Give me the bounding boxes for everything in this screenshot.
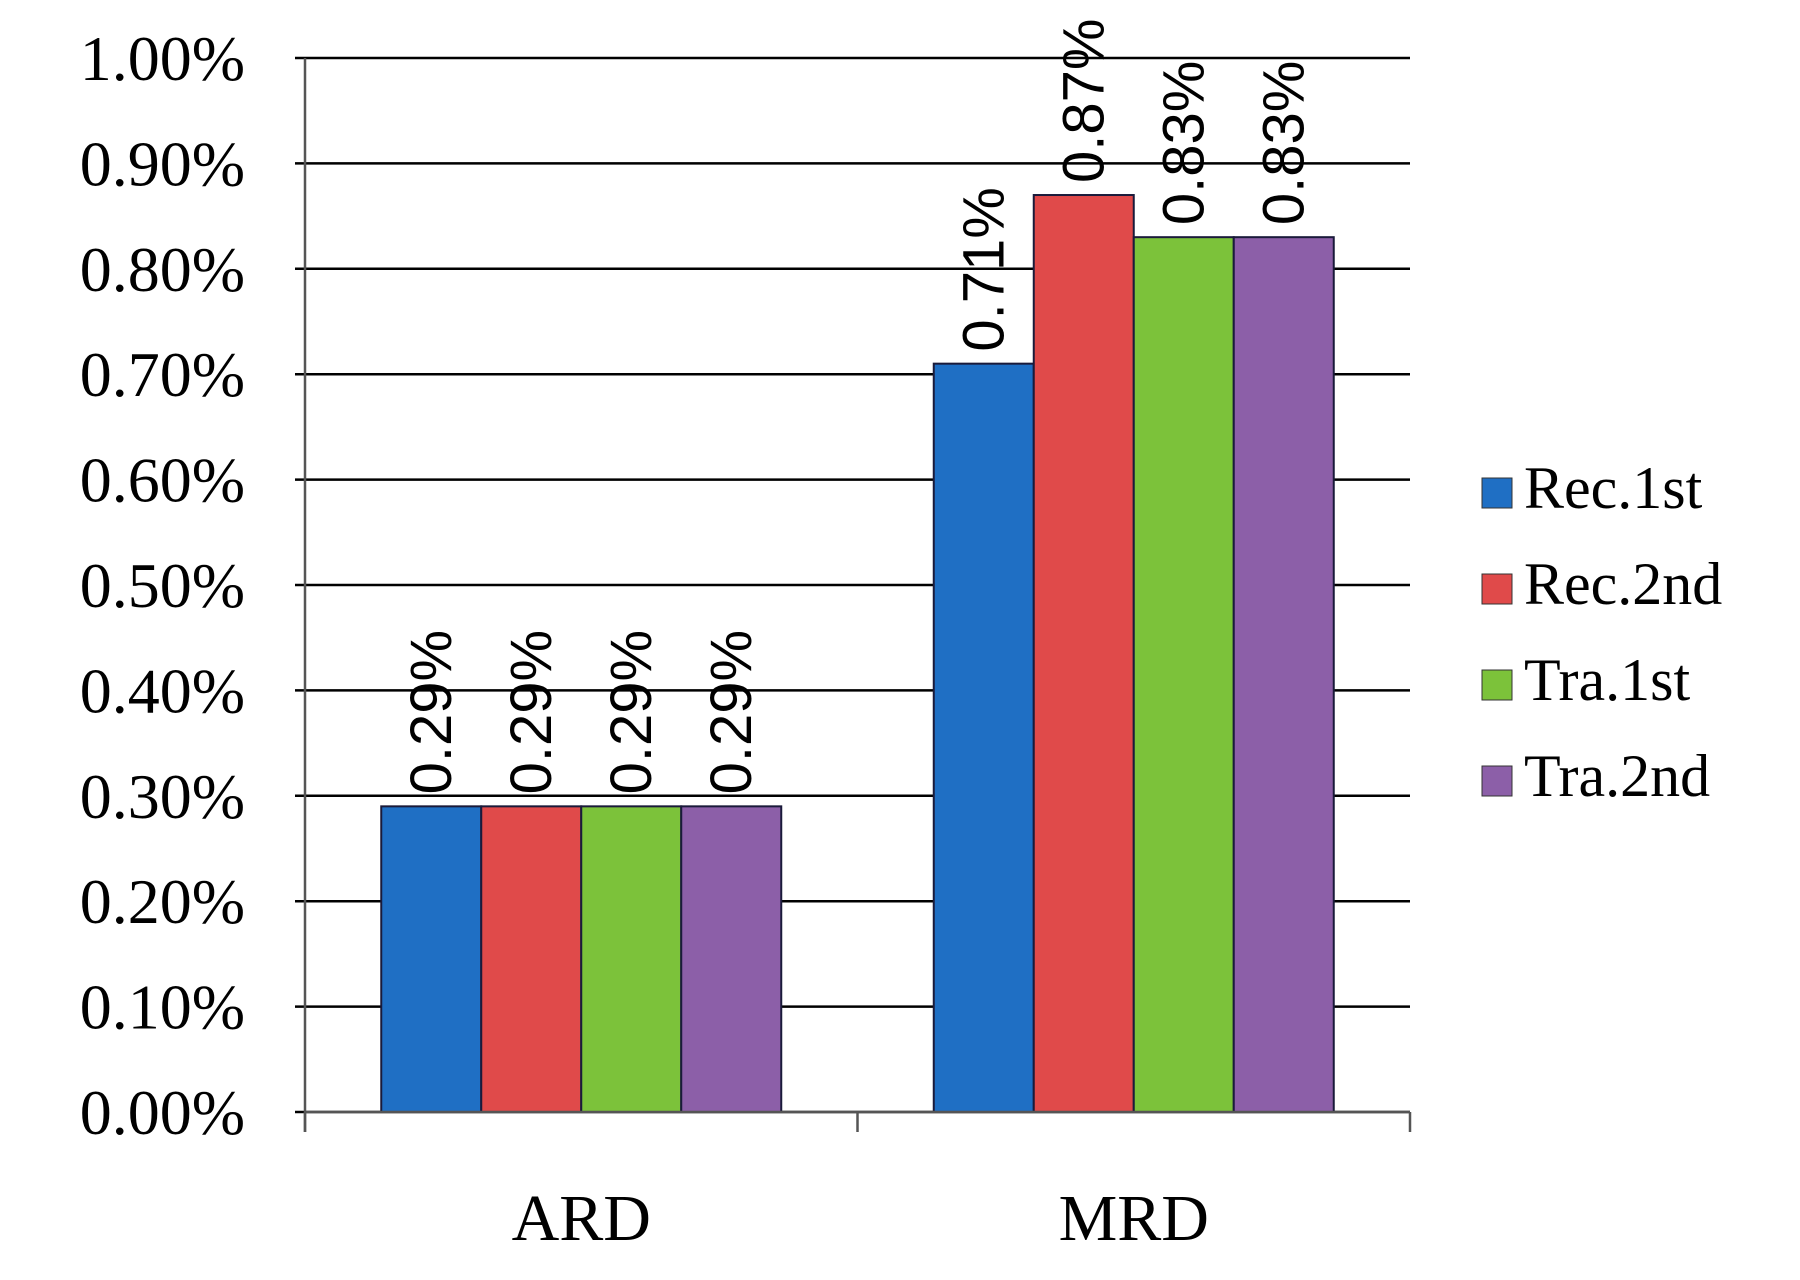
- category-label-ard: ARD: [512, 1182, 651, 1255]
- bar-rec-2nd-ard: [480, 805, 583, 1114]
- data-label: 0.87%: [1052, 19, 1117, 183]
- bar-rec-1st-mrd: [932, 362, 1035, 1114]
- y-tick-label: 0.10%: [80, 972, 245, 1043]
- legend: Rec.1st Rec.2nd Tra.1st Tra.2nd: [1481, 455, 1722, 809]
- bar-tra-2nd-mrd: [1232, 236, 1335, 1113]
- axes: [303, 58, 1412, 1132]
- y-tick-label: 0.50%: [80, 550, 245, 621]
- legend-label: Tra.2nd: [1524, 743, 1710, 809]
- bar-tra-2nd-ard: [680, 805, 783, 1114]
- y-tick-label: 0.90%: [80, 128, 245, 199]
- legend-label: Tra.1st: [1524, 647, 1691, 713]
- bar-rec-1st-ard: [380, 805, 483, 1114]
- legend-swatch: [1481, 765, 1513, 797]
- y-tick-label: 0.00%: [80, 1077, 245, 1148]
- data-label: 0.29%: [399, 630, 464, 794]
- bars: [380, 194, 1335, 1114]
- data-label: 0.29%: [599, 630, 664, 794]
- y-tick-label: 0.30%: [80, 761, 245, 832]
- data-label: 0.29%: [699, 630, 764, 794]
- y-tick-label: 1.00%: [80, 23, 245, 94]
- y-tick-label: 0.60%: [80, 445, 245, 516]
- legend-swatch: [1481, 477, 1513, 509]
- legend-swatch: [1481, 669, 1513, 701]
- data-labels: 0.29% 0.29% 0.29% 0.29% 0.71% 0.87% 0.83% 0.83%: [399, 19, 1317, 795]
- data-label: 0.29%: [499, 630, 564, 794]
- data-label: 0.83%: [1152, 61, 1217, 225]
- y-tick-label: 0.70%: [80, 339, 245, 410]
- legend-label: Rec.2nd: [1524, 551, 1722, 617]
- y-tick-label: 0.40%: [80, 655, 245, 726]
- y-axis-tick-labels: 0.00% 0.10% 0.20% 0.30% 0.40% 0.50% 0.60% 0.70%…: [80, 23, 245, 1148]
- bar-rec-2nd-mrd: [1032, 194, 1135, 1113]
- x-axis-category-labels: ARD MRD: [512, 1182, 1209, 1255]
- legend-label: Rec.1st: [1524, 455, 1703, 521]
- bar-tra-1st-ard: [580, 805, 683, 1114]
- bar-tra-1st-mrd: [1132, 236, 1235, 1113]
- data-label: 0.83%: [1252, 61, 1317, 225]
- data-label: 0.71%: [952, 187, 1017, 351]
- y-tick-label: 0.80%: [80, 234, 245, 305]
- category-label-mrd: MRD: [1059, 1182, 1209, 1255]
- y-tick-label: 0.20%: [80, 866, 245, 937]
- legend-swatch: [1481, 573, 1513, 605]
